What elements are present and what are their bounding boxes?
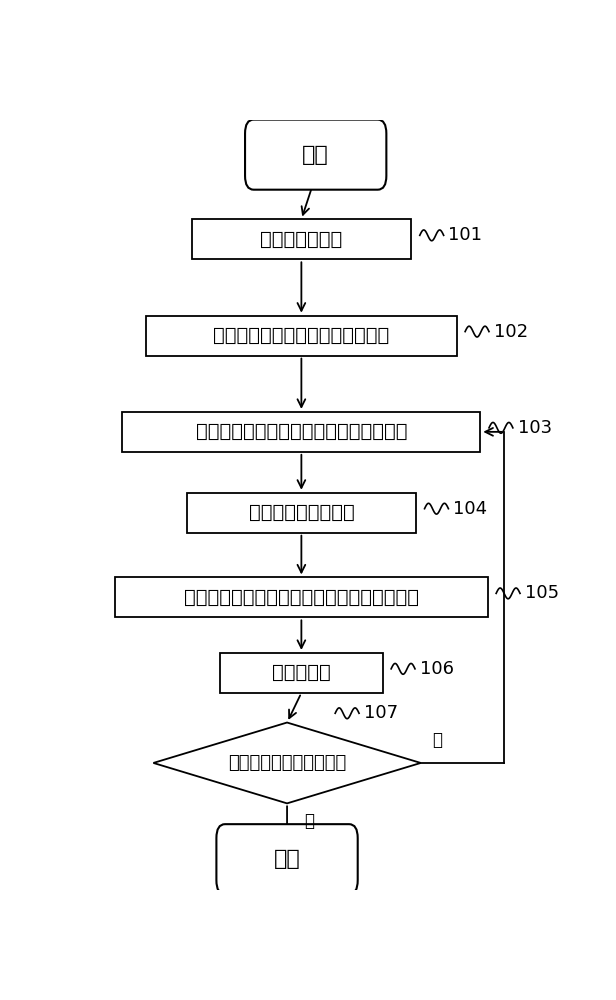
- Polygon shape: [153, 723, 421, 803]
- Text: 104: 104: [453, 500, 487, 518]
- Text: 从真地表出发得到多条旅行时射线: 从真地表出发得到多条旅行时射线: [213, 326, 389, 345]
- Text: 101: 101: [448, 226, 482, 244]
- FancyBboxPatch shape: [245, 120, 386, 190]
- Text: 107: 107: [364, 704, 398, 722]
- Bar: [123, 412, 480, 452]
- FancyBboxPatch shape: [216, 824, 358, 894]
- Text: 103: 103: [517, 419, 552, 437]
- Text: 所有空间网格都被处理？: 所有空间网格都被处理？: [228, 754, 346, 772]
- Text: 选择三条旅行时射线，并构造三维射线五面体: 选择三条旅行时射线，并构造三维射线五面体: [184, 588, 419, 607]
- Text: 自适应内插: 自适应内插: [272, 663, 331, 682]
- Text: 舍去部分旅行时射线: 舍去部分旅行时射线: [248, 503, 354, 522]
- Bar: [187, 493, 416, 533]
- Text: 确定每个空间网格中的旅行时射线的数量: 确定每个空间网格中的旅行时射线的数量: [196, 422, 407, 441]
- Bar: [146, 316, 456, 356]
- Text: 是: 是: [304, 812, 314, 830]
- Text: 结束: 结束: [274, 849, 301, 869]
- Text: 构建空间网格体: 构建空间网格体: [260, 230, 342, 249]
- Text: 105: 105: [525, 584, 559, 602]
- Text: 否: 否: [432, 731, 443, 749]
- Bar: [221, 653, 383, 693]
- Bar: [115, 577, 488, 617]
- Text: 102: 102: [494, 323, 528, 341]
- Text: 106: 106: [419, 660, 454, 678]
- Bar: [192, 219, 411, 259]
- Text: 开始: 开始: [302, 145, 329, 165]
